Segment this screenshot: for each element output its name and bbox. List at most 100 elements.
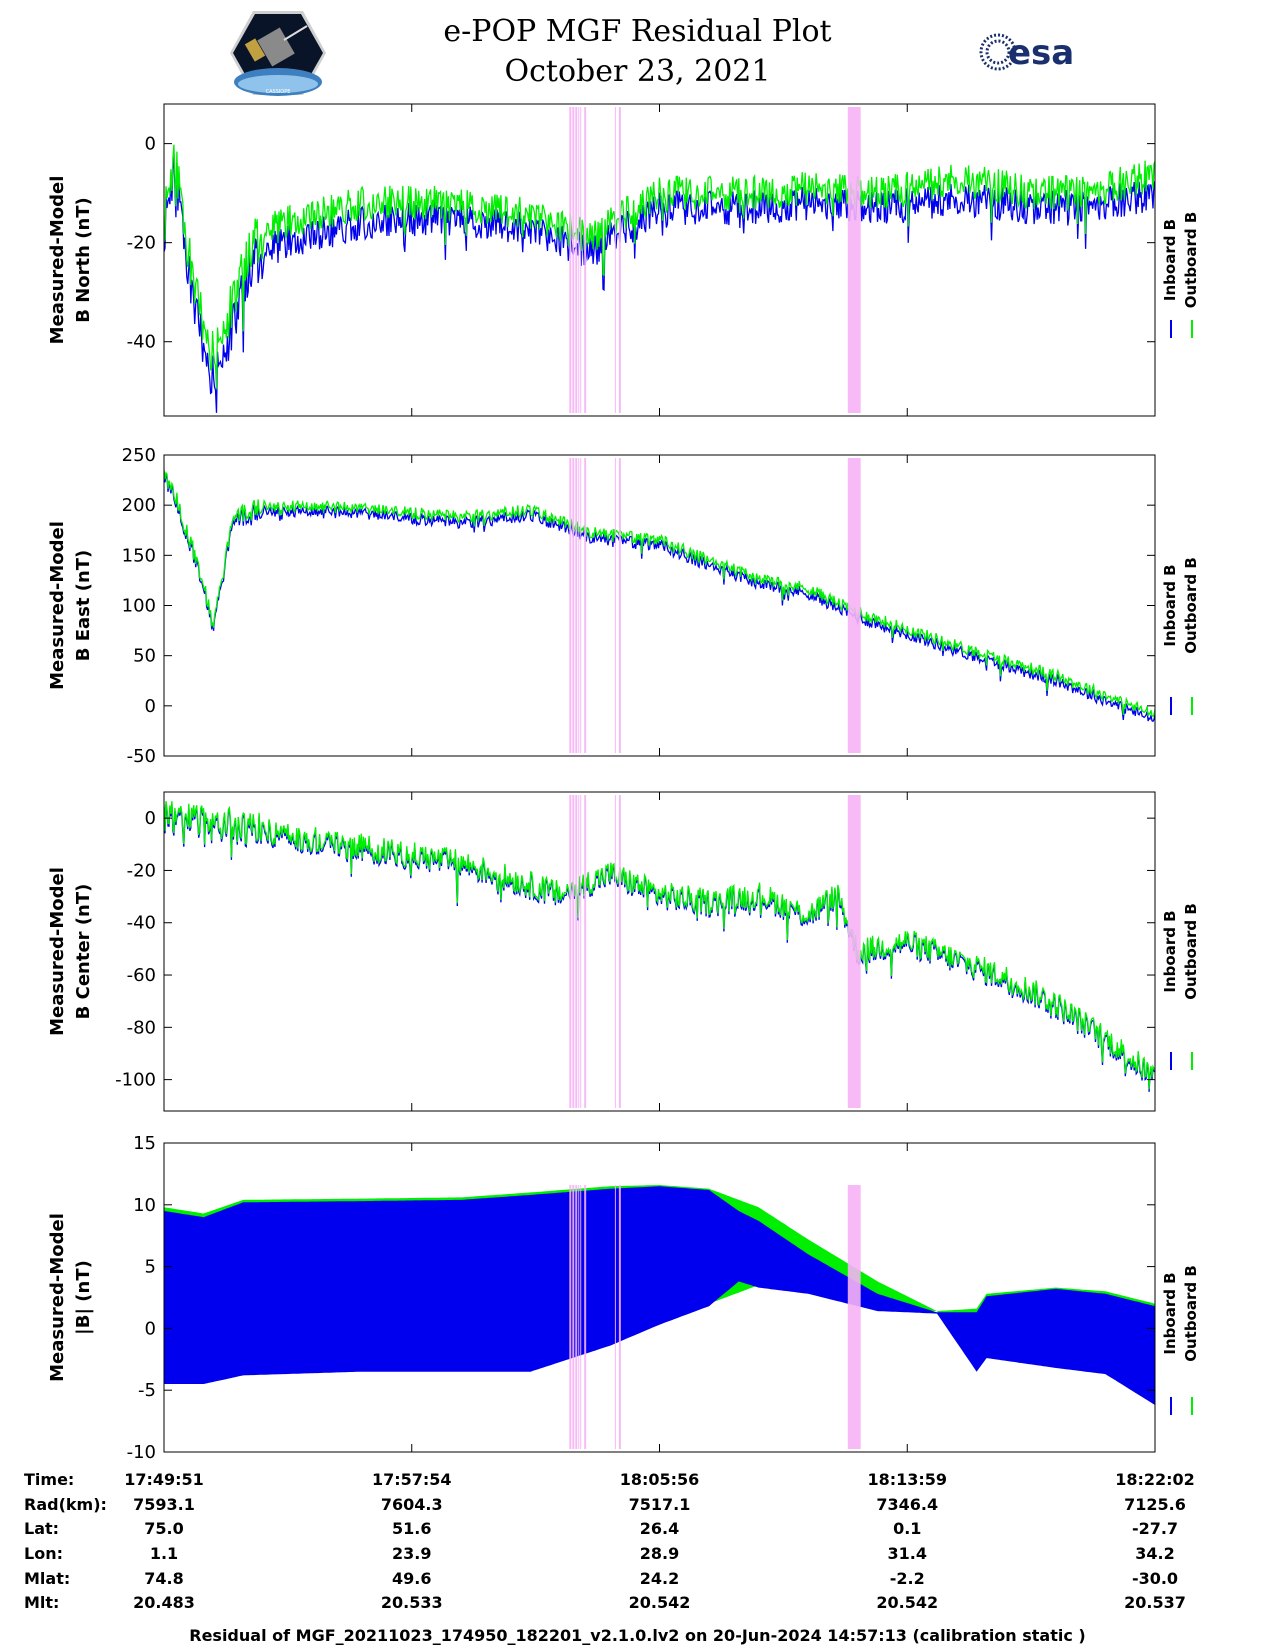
shaded-interval	[575, 458, 578, 753]
info-value: 20.483	[133, 1593, 195, 1612]
y-tick-label: 200	[122, 495, 156, 516]
info-value: -30.0	[1131, 1569, 1179, 1588]
legend-inboard-label: Inboard B	[1161, 564, 1179, 646]
series-outboard	[164, 801, 1155, 1090]
y-axis-label: B North (nT)	[73, 197, 94, 323]
info-row-label: Lat:	[24, 1519, 60, 1538]
y-tick-label: 50	[133, 646, 156, 667]
y-tick-label: 0	[145, 808, 156, 829]
y-tick-label: -60	[127, 965, 156, 986]
info-value: 7125.6	[1124, 1495, 1186, 1514]
info-value: 23.9	[392, 1544, 432, 1563]
info-value: 20.542	[876, 1593, 939, 1612]
info-value: 18:05:56	[619, 1470, 700, 1489]
info-value: 20.533	[380, 1593, 443, 1612]
legend-outboard-label: Outboard B	[1182, 1265, 1200, 1362]
shaded-interval	[584, 795, 587, 1108]
info-value: -2.2	[889, 1569, 925, 1588]
shaded-interval	[584, 458, 587, 753]
shaded-interval	[618, 458, 621, 753]
shaded-interval	[614, 458, 616, 753]
title-line2: October 23, 2021	[504, 54, 771, 89]
shaded-interval	[569, 1185, 572, 1449]
shaded-interval	[572, 107, 575, 413]
shaded-interval	[575, 107, 578, 413]
shaded-interval	[847, 795, 861, 1108]
info-value: 20.542	[628, 1593, 691, 1612]
series-inboard	[164, 154, 1155, 413]
y-axis-label: |B| (nT)	[73, 1260, 94, 1335]
info-value: 7593.1	[133, 1495, 195, 1514]
y-tick-label: 0	[145, 1318, 156, 1339]
info-value: 31.4	[887, 1544, 927, 1563]
shaded-interval	[578, 795, 580, 1108]
y-tick-label: 100	[122, 596, 156, 617]
y-tick-label: -20	[127, 860, 156, 881]
info-value: 7346.4	[876, 1495, 939, 1514]
y-tick-label: -20	[127, 233, 156, 254]
info-value: 1.1	[149, 1544, 179, 1563]
shaded-interval	[578, 107, 580, 413]
y-tick-label: -40	[127, 332, 156, 353]
y-tick-label: 0	[145, 134, 156, 155]
series-inboard	[164, 472, 1155, 723]
shaded-interval	[569, 107, 572, 413]
info-value: 7604.3	[380, 1495, 443, 1514]
legend: Inboard B Outboard B	[1161, 1265, 1200, 1415]
y-tick-label: 0	[145, 696, 156, 717]
legend-inboard-label: Inboard B	[1161, 219, 1179, 301]
y-tick-label: -10	[127, 1442, 156, 1463]
shaded-interval	[584, 107, 587, 413]
info-value: 17:57:54	[371, 1470, 452, 1489]
y-axis-label: Measured-Model	[47, 1213, 68, 1382]
y-tick-label: -50	[127, 746, 156, 767]
info-value: 17:49:51	[124, 1470, 204, 1489]
esa-logo-text: esa	[1008, 33, 1074, 72]
info-row-label: Mlt:	[24, 1593, 60, 1612]
series-inboard	[164, 1186, 1155, 1405]
shaded-interval	[572, 458, 575, 753]
legend-outboard-label: Outboard B	[1182, 903, 1200, 1000]
legend-inboard-label: Inboard B	[1161, 1272, 1179, 1354]
info-row-label: Rad(km):	[24, 1495, 107, 1514]
shaded-interval	[580, 458, 582, 753]
y-axis-label: Measured-Model	[47, 521, 68, 690]
info-value: 0.1	[893, 1519, 922, 1538]
y-axis-label: Measured-Model	[47, 176, 68, 345]
info-value: 34.2	[1135, 1544, 1175, 1563]
info-value: 74.8	[144, 1569, 184, 1588]
info-value: -27.7	[1131, 1519, 1179, 1538]
panel-4: 15 10 5 0 -5 -10 Measured-Model |B| (nT) Inboard…	[47, 1133, 1200, 1463]
info-value: 51.6	[392, 1519, 432, 1538]
y-tick-label: 15	[133, 1133, 156, 1154]
shaded-interval	[614, 795, 616, 1108]
panel-1: 0 -20 -40 Measured-Model B North (nT) Inboard…	[47, 103, 1200, 417]
footer-note: Residual of MGF_20211023_174950_182201_v…	[189, 1626, 1086, 1645]
shaded-interval	[847, 107, 861, 413]
y-tick-label: -80	[127, 1017, 156, 1038]
info-value: 18:22:02	[1115, 1470, 1195, 1489]
shaded-interval	[847, 458, 861, 753]
legend: Inboard B Outboard B	[1161, 903, 1200, 1070]
panel-1-traces	[164, 144, 1155, 413]
shaded-interval	[572, 1185, 575, 1449]
legend: Inboard B Outboard B	[1161, 557, 1200, 715]
shaded-interval	[614, 1185, 616, 1449]
info-value: 18:13:59	[867, 1470, 948, 1489]
info-value: 26.4	[639, 1519, 680, 1538]
shaded-interval	[580, 795, 582, 1108]
shaded-interval	[575, 795, 578, 1108]
title-line1: e-POP MGF Residual Plot	[443, 14, 832, 49]
y-axis-label: B Center (nT)	[73, 884, 94, 1020]
series-outboard	[164, 469, 1155, 718]
shaded-interval	[618, 1185, 621, 1449]
legend-inboard-label: Inboard B	[1161, 910, 1179, 992]
cassiope-logo-icon: CASSIOPE	[230, 11, 326, 96]
info-value: 7517.1	[628, 1495, 691, 1514]
panel-4-traces	[164, 1185, 1155, 1405]
panel-3-traces	[164, 801, 1155, 1092]
info-value: 75.0	[144, 1519, 184, 1538]
info-value: 28.9	[639, 1544, 680, 1563]
shaded-interval	[847, 1185, 861, 1449]
